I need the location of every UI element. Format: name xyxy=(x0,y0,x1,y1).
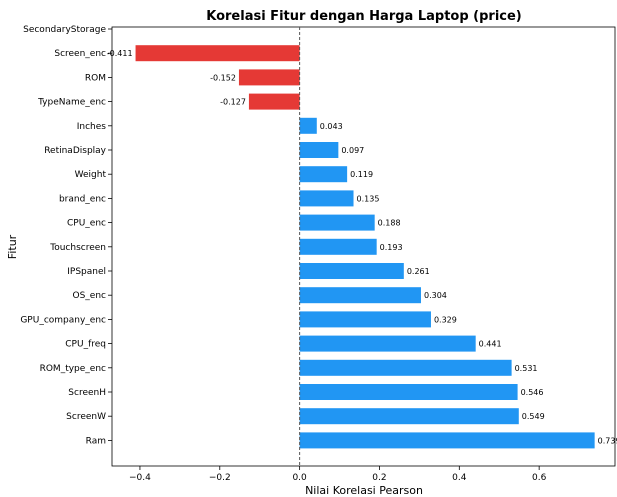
y-tick-label-cpu-freq: CPU_freq xyxy=(65,340,106,350)
x-tick-label-3: 0.2 xyxy=(372,473,386,483)
bar-inches xyxy=(299,117,317,134)
bar-screen-enc xyxy=(135,45,300,62)
y-tick-label-inches: Inches xyxy=(77,122,107,132)
y-tick-label-rom: ROM xyxy=(85,73,106,83)
data-label-brand-enc: 0.135 xyxy=(357,194,380,203)
data-label-ram: 0.739 xyxy=(598,436,617,445)
data-label-os-enc: 0.304 xyxy=(424,291,447,300)
y-tick-label-screenw: ScreenW xyxy=(66,412,106,422)
bar-typename-enc xyxy=(248,93,300,110)
bar-weight xyxy=(299,166,348,183)
data-label-typename-enc: -0.127 xyxy=(220,98,246,107)
x-axis-label: Nilai Korelasi Pearson xyxy=(305,484,423,497)
x-tick-label-4: 0.4 xyxy=(452,473,467,483)
y-axis-label: Fitur xyxy=(6,234,19,259)
bar-screenh xyxy=(299,384,518,400)
data-label-rom: -0.152 xyxy=(210,73,236,82)
data-label-screenw: 0.549 xyxy=(522,412,545,421)
y-tick-label-rom-type-enc: ROM_type_enc xyxy=(40,364,106,374)
bar-gpu-company-enc xyxy=(299,311,431,328)
data-label-rom-type-enc: 0.531 xyxy=(515,364,538,373)
bar-cpu-freq xyxy=(299,335,476,352)
y-tick-label-weight: Weight xyxy=(75,170,107,180)
bar-brand-enc xyxy=(299,190,354,207)
data-label-screenh: 0.546 xyxy=(521,388,544,397)
y-tick-label-typename-enc: TypeName_enc xyxy=(37,98,106,108)
data-label-screen-enc: -0.411 xyxy=(107,49,133,58)
data-label-cpu-freq: 0.441 xyxy=(479,340,502,349)
bar-screenw xyxy=(299,408,519,425)
y-tick-label-ram: Ram xyxy=(86,436,106,446)
bar-cpu-enc xyxy=(299,214,375,231)
y-tick-label-ipspanel: IPSpanel xyxy=(67,267,106,277)
y-tick-label-cpu-enc: CPU_enc xyxy=(67,219,106,229)
bar-ipspanel xyxy=(299,263,404,279)
y-tick-label-gpu-company-enc: GPU_company_enc xyxy=(20,315,106,325)
data-label-cpu-enc: 0.188 xyxy=(378,219,401,228)
y-tick-label-retinadisplay: RetinaDisplay xyxy=(44,146,106,156)
y-tick-label-secondarystorage: SecondaryStorage xyxy=(23,25,106,35)
y-tick-label-os-enc: OS_enc xyxy=(73,291,107,301)
x-tick-label-1: −0.2 xyxy=(209,473,231,483)
y-tick-label-brand-enc: brand_enc xyxy=(59,194,106,204)
data-label-ipspanel: 0.261 xyxy=(407,267,430,276)
bar-rom xyxy=(238,69,300,86)
y-tick-label-screen-enc: Screen_enc xyxy=(54,49,106,59)
data-label-inches: 0.043 xyxy=(320,122,343,131)
bar-os-enc xyxy=(299,287,421,304)
y-tick-label-touchscreen: Touchscreen xyxy=(49,243,106,253)
bar-retinadisplay xyxy=(299,142,339,158)
x-tick-label-2: 0.0 xyxy=(292,473,307,483)
data-label-gpu-company-enc: 0.329 xyxy=(434,315,457,324)
bar-ram xyxy=(299,432,595,449)
bar-rom-type-enc xyxy=(299,359,512,376)
x-tick-label-0: −0.4 xyxy=(129,473,151,483)
data-label-retinadisplay: 0.097 xyxy=(341,146,364,155)
data-label-weight: 0.119 xyxy=(350,170,373,179)
chart-title: Korelasi Fitur dengan Harga Laptop (pric… xyxy=(206,9,522,24)
x-tick-label-5: 0.6 xyxy=(532,473,547,483)
y-tick-label-screenh: ScreenH xyxy=(68,388,106,398)
plot-area: SecondaryStorage Screen_enc -0.411 ROM -0.15… xyxy=(20,25,617,483)
bar-touchscreen xyxy=(299,238,377,255)
data-label-touchscreen: 0.193 xyxy=(380,243,403,252)
